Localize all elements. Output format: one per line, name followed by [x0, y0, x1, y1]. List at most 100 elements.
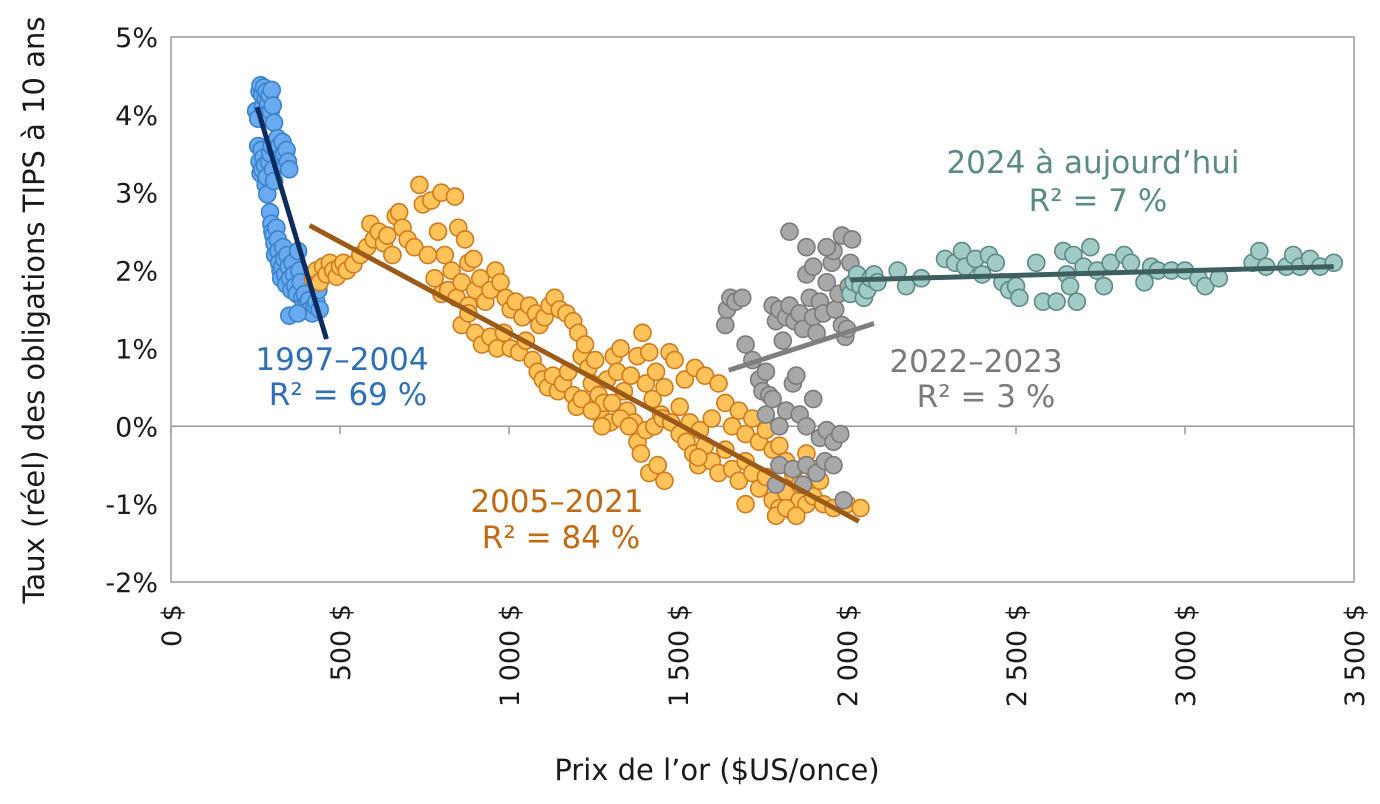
data-point [834, 490, 853, 510]
data-point [445, 187, 465, 206]
annotation-period: 2005–2021 [470, 484, 643, 520]
data-point [709, 374, 728, 393]
trend-lines [254, 106, 1334, 524]
trend-line-0 [254, 106, 329, 340]
y-tick-label: 5% [115, 23, 158, 54]
annotation-2022-2023: 2022–2023 R² = 3 % [889, 344, 1062, 415]
data-point [763, 389, 782, 409]
data-point [1121, 253, 1141, 273]
y-tick-label: -2% [105, 568, 158, 599]
data-point [1047, 292, 1066, 312]
data-point [1060, 276, 1080, 296]
data-point [592, 416, 612, 436]
data-point [786, 506, 806, 526]
x-axis-title: Prix de l’or ($US/once) [554, 753, 879, 787]
data-point [1026, 253, 1046, 273]
data-point [262, 80, 282, 100]
data-point [1094, 276, 1114, 296]
x-tick-label: 500 $ [326, 604, 357, 681]
data-point [756, 405, 776, 424]
data-point [732, 288, 752, 308]
data-point [1067, 292, 1087, 312]
data-point [631, 444, 651, 463]
data-point [780, 222, 799, 241]
scatter-points [246, 75, 1344, 526]
annotation-2005-2021: 2005–2021 R² = 84 % [470, 484, 643, 556]
annotation-r2: R² = 84 % [482, 520, 640, 556]
data-point [575, 335, 595, 354]
annotation-period: 2024 à aujourd’hui [946, 145, 1239, 181]
data-point [702, 409, 722, 428]
data-point [585, 350, 605, 370]
data-point [736, 494, 755, 514]
trend-line-3 [850, 264, 1334, 283]
data-point [868, 272, 887, 292]
data-point [824, 455, 843, 475]
data-point [817, 272, 837, 292]
data-point [288, 304, 308, 323]
y-tick-label: 2% [115, 257, 158, 288]
data-point [773, 331, 793, 350]
data-point [633, 323, 652, 343]
data-point [648, 455, 668, 475]
data-point [1250, 241, 1269, 261]
y-tick-label: 3% [115, 179, 158, 210]
data-point [803, 257, 823, 276]
x-tick-label: 1 500 $ [664, 604, 695, 707]
data-point [418, 245, 438, 265]
data-point [851, 498, 870, 518]
y-tick-label: 4% [115, 101, 158, 132]
data-point [279, 160, 299, 179]
data-point [636, 374, 656, 393]
data-point [675, 370, 695, 389]
y-axis-tick-labels: -2% -1% 0% 1% 2% 3% 4% 5% [105, 23, 158, 599]
plot-area-frame [170, 36, 1355, 583]
data-point [639, 343, 659, 362]
series-points-1 [303, 175, 870, 526]
x-tick-label: 2 000 $ [833, 604, 864, 707]
data-point [786, 366, 806, 385]
annotation-period: 2022–2023 [889, 344, 1062, 380]
data-point [655, 378, 674, 397]
data-point [842, 230, 862, 249]
data-point [263, 96, 283, 115]
x-tick-label: 3 000 $ [1171, 604, 1202, 707]
data-point [572, 389, 591, 409]
y-tick-label: -1% [105, 490, 158, 521]
data-point [383, 245, 402, 265]
data-point [455, 230, 475, 249]
x-tick-label: 0 $ [157, 604, 188, 647]
data-point [425, 269, 444, 288]
trend-line-2 [727, 321, 875, 373]
data-point [986, 253, 1006, 273]
data-point [435, 245, 455, 265]
annotation-r2: R² = 69 % [269, 377, 427, 413]
y-tick-label: 1% [115, 334, 158, 365]
trend-line-1 [308, 223, 861, 524]
data-point [665, 350, 684, 370]
data-point [797, 237, 816, 257]
x-tick-label: 1 000 $ [495, 604, 526, 707]
data-point [1064, 245, 1083, 265]
data-point [670, 397, 689, 417]
data-point [716, 315, 735, 335]
data-point [470, 269, 490, 288]
annotation-r2: R² = 3 % [917, 379, 1056, 415]
data-point [817, 237, 837, 257]
data-point [756, 362, 776, 382]
data-point [825, 300, 845, 319]
data-point [797, 416, 816, 436]
data-point [830, 424, 850, 444]
series-points-2 [716, 222, 862, 510]
data-point [378, 226, 397, 245]
data-point [442, 261, 461, 280]
data-point [646, 362, 666, 382]
data-point [602, 393, 622, 413]
data-point [621, 366, 640, 385]
data-point [389, 202, 409, 222]
x-axis-tick-labels: 0 $ 500 $ 1 000 $ 1 500 $ 2 000 $ 2 500 $ 3 00… [157, 604, 1371, 707]
x-tick-label: 3 500 $ [1340, 604, 1371, 707]
data-point [770, 416, 789, 436]
